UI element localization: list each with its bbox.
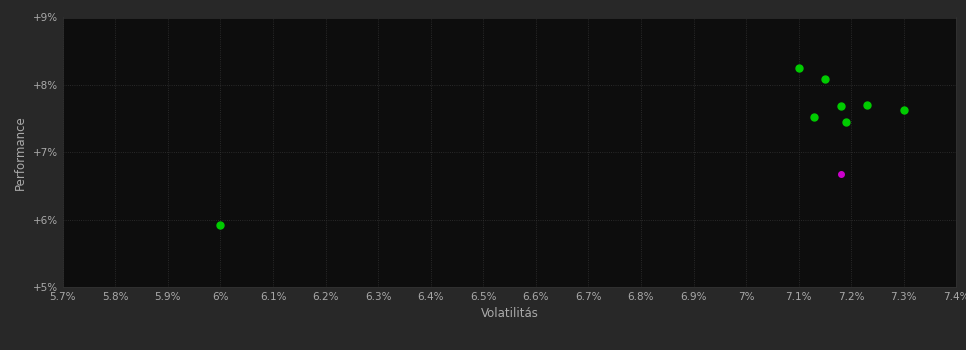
Point <box>807 114 822 120</box>
X-axis label: Volatilitás: Volatilitás <box>481 307 538 320</box>
Point <box>896 108 912 113</box>
Point <box>833 171 848 177</box>
Point <box>791 65 807 71</box>
Y-axis label: Performance: Performance <box>14 115 27 190</box>
Point <box>838 119 854 125</box>
Point <box>817 77 833 82</box>
Point <box>213 222 228 228</box>
Point <box>860 102 875 108</box>
Point <box>833 104 848 109</box>
